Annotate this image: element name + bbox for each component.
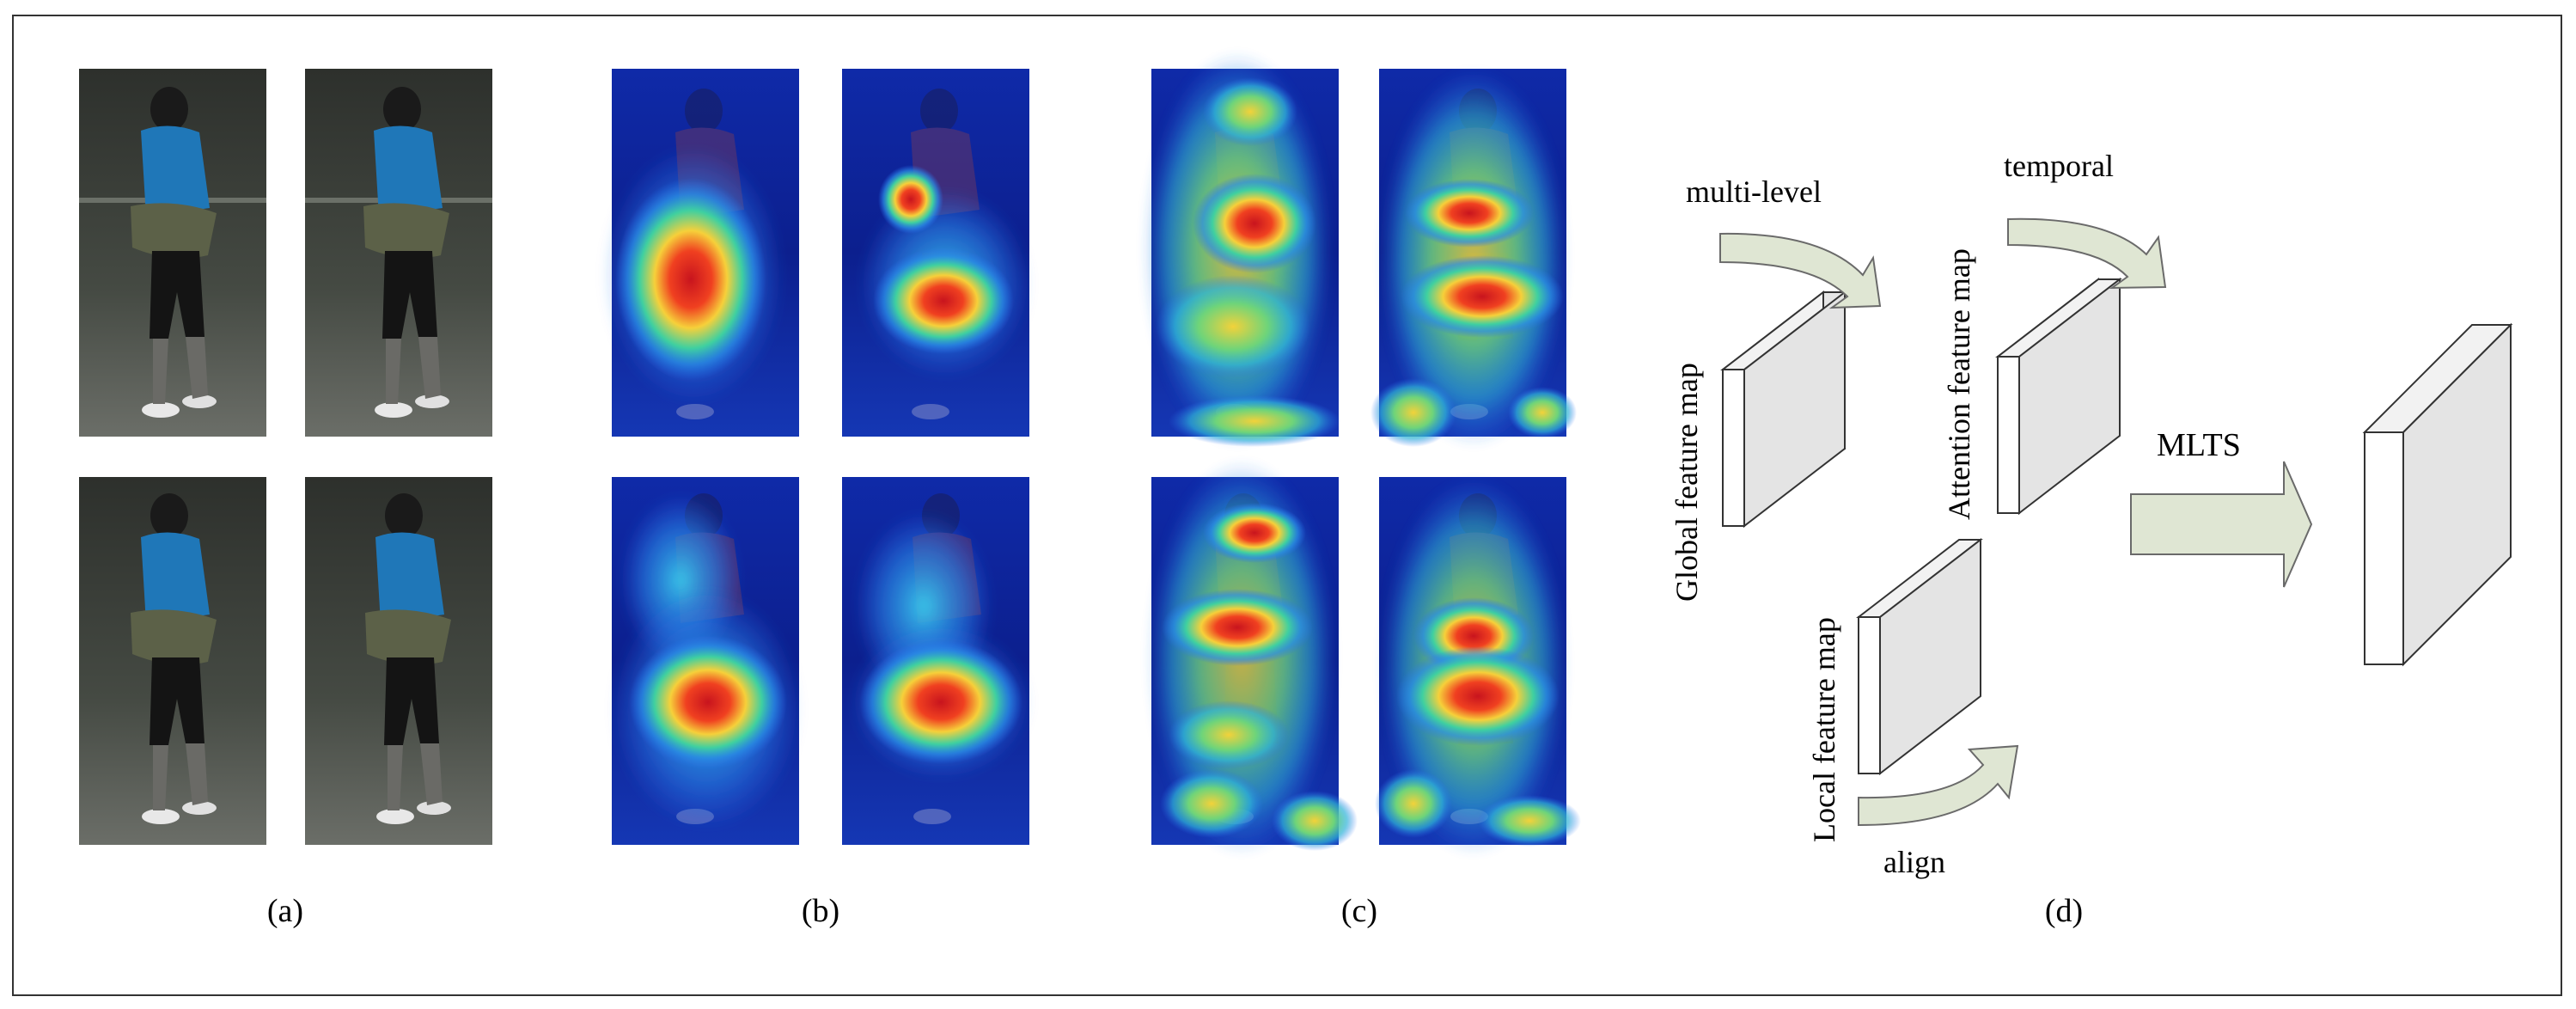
heatmap-b3 [612, 477, 801, 845]
heatmap-c4 [1375, 477, 1581, 855]
label-multi-level: multi-level [1686, 174, 1822, 209]
label-align: align [1883, 845, 1945, 879]
label-global-feature-map: Global feature map [1670, 363, 1704, 602]
panel-b: (b) [603, 69, 1031, 929]
block-arrow-icon [2130, 461, 2313, 588]
heatmap-b2 [842, 69, 1031, 437]
caption-d: (d) [2045, 893, 2083, 929]
panel-a: (a) [79, 69, 492, 929]
photo-a3 [79, 477, 266, 845]
heatmap-c2 [1370, 69, 1577, 447]
photo-a1 [79, 69, 266, 437]
global-feature-map-box [1720, 290, 1847, 529]
photo-a4 [305, 477, 492, 845]
curved-arrow-icon [2007, 217, 2167, 290]
photo-a2 [305, 69, 492, 437]
output-feature-map-box [2362, 322, 2513, 667]
heatmap-c1 [1143, 52, 1340, 447]
heatmap-b4 [842, 477, 1031, 845]
label-mlts: MLTS [2157, 427, 2241, 463]
caption-a: (a) [267, 893, 303, 929]
curved-arrow-icon [1719, 232, 1882, 309]
attention-feature-map-box [1995, 277, 2122, 516]
heatmap-c3 [1147, 460, 1358, 855]
heatmap-b1 [603, 69, 799, 437]
panel-c: (c) [1143, 52, 1581, 929]
label-attention-feature-map: Attention feature map [1942, 248, 1976, 520]
local-feature-map-box [1856, 537, 1983, 776]
panel-d: multi-level temporal align MLTS Global f… [1670, 149, 2513, 929]
curved-arrow-icon [1858, 744, 2019, 827]
label-temporal: temporal [2004, 149, 2114, 183]
caption-c: (c) [1341, 893, 1377, 929]
caption-b: (b) [802, 893, 839, 929]
label-local-feature-map: Local feature map [1807, 617, 1841, 842]
